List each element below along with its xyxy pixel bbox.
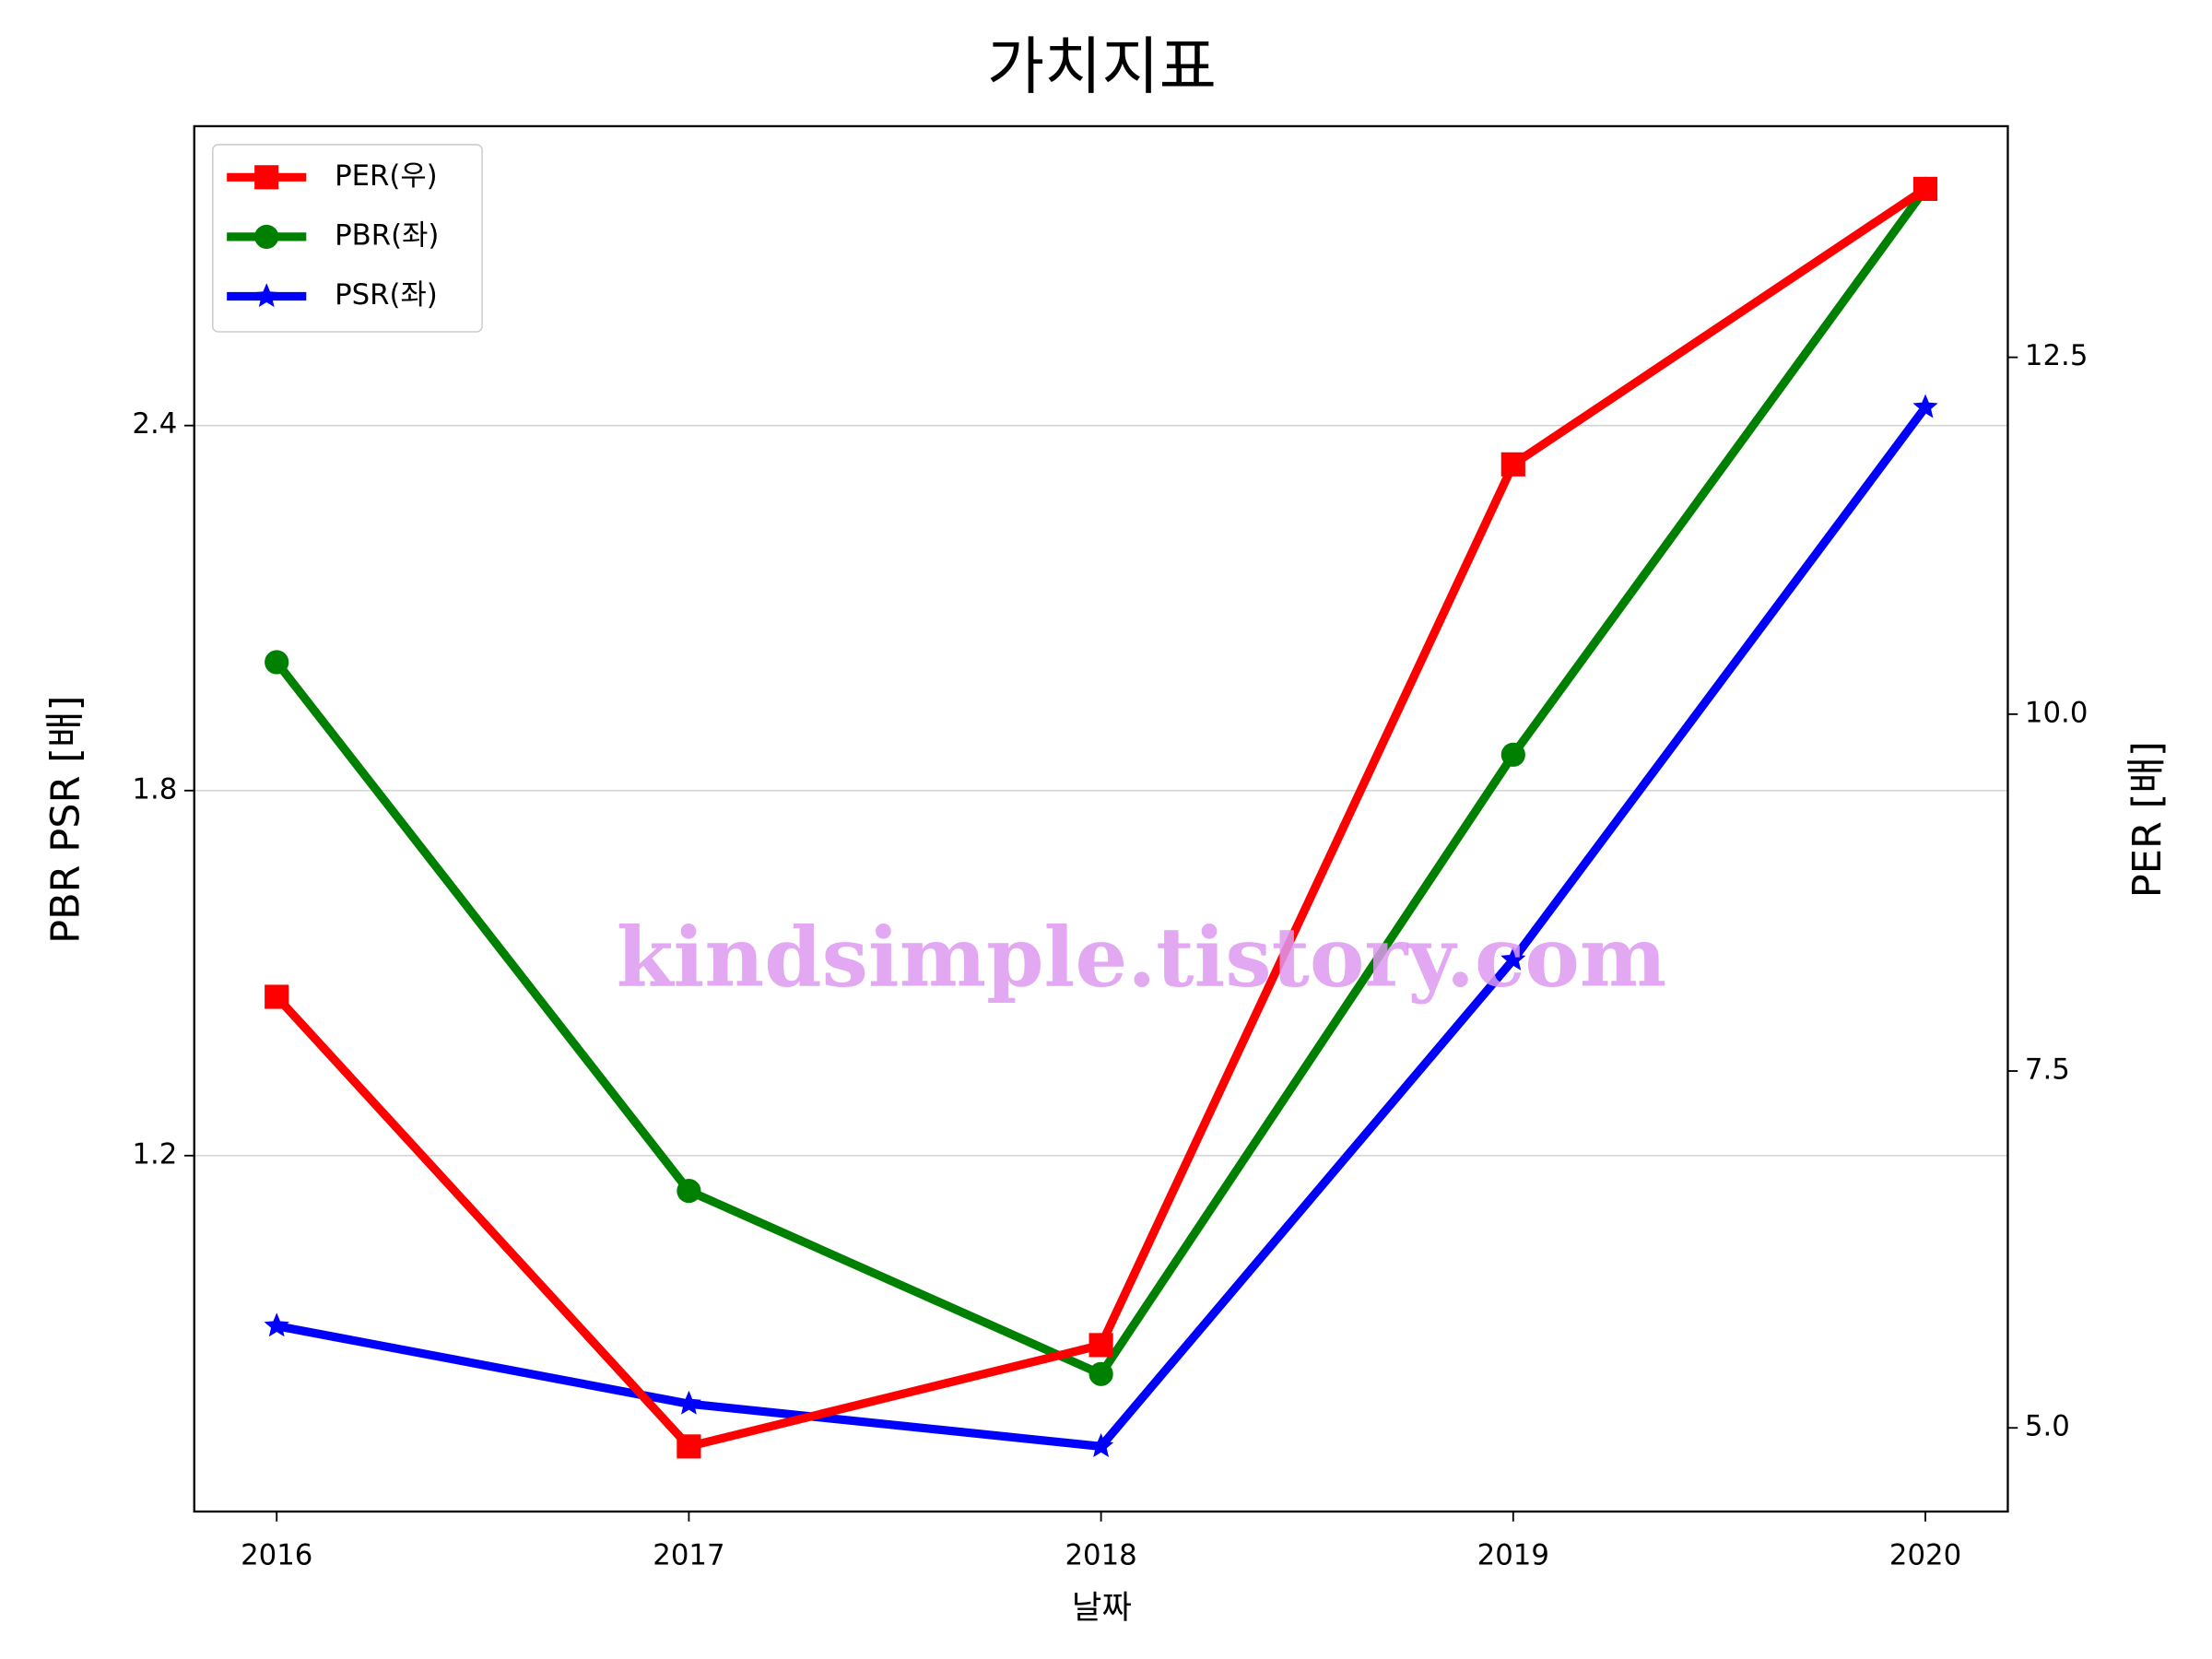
data-point [676,1390,702,1415]
legend-marker [254,165,279,190]
data-point [677,1179,701,1204]
y2-tick-label: 7.5 [2025,1053,2070,1087]
data-point [1088,1333,1113,1358]
legend-label: PER(우) [335,159,438,193]
x-tick-label: 2018 [1065,1539,1136,1572]
plot-frame [193,124,2009,1513]
chart-title: 가치지표 [987,29,1217,102]
y-tick-label: 2.4 [132,407,177,441]
data-point [1912,176,1938,201]
y2-axis-label: PER [배] [2124,741,2171,898]
x-tick-label: 2017 [653,1539,724,1572]
data-point [1500,742,1525,767]
legend-label: PBR(좌) [335,218,439,252]
legend: PER(우) PBR(좌) PSR(좌) [212,144,483,333]
legend-marker [253,283,279,308]
y2-tick-label: 10.0 [2025,696,2088,729]
x-tick-label: 2016 [241,1539,312,1572]
data-point [1912,394,1938,418]
data-point [1500,946,1526,971]
data-point [677,1434,701,1459]
y-axis-label: PBR PSR [배] [42,696,88,944]
y2-tick-label: 5.0 [2025,1410,2070,1443]
legend-marker [254,224,279,250]
y-tick-label: 1.2 [132,1137,177,1171]
legend-box [212,144,483,333]
y2-tick-label: 12.5 [2025,339,2088,372]
data-point [1088,1361,1113,1386]
y-tick-label: 1.8 [132,772,177,806]
watermark: kindsimple.tistory.com [617,910,1667,1006]
data-point [1088,1433,1114,1457]
legend-label: PSR(좌) [335,278,438,312]
data-point [264,1312,289,1337]
x-tick-label: 2020 [1889,1539,1961,1572]
data-point [265,984,289,1009]
data-point [265,650,289,675]
x-axis-label: 날짜 [1072,1589,1132,1627]
x-tick-label: 2019 [1477,1539,1549,1572]
data-point [1500,452,1525,477]
